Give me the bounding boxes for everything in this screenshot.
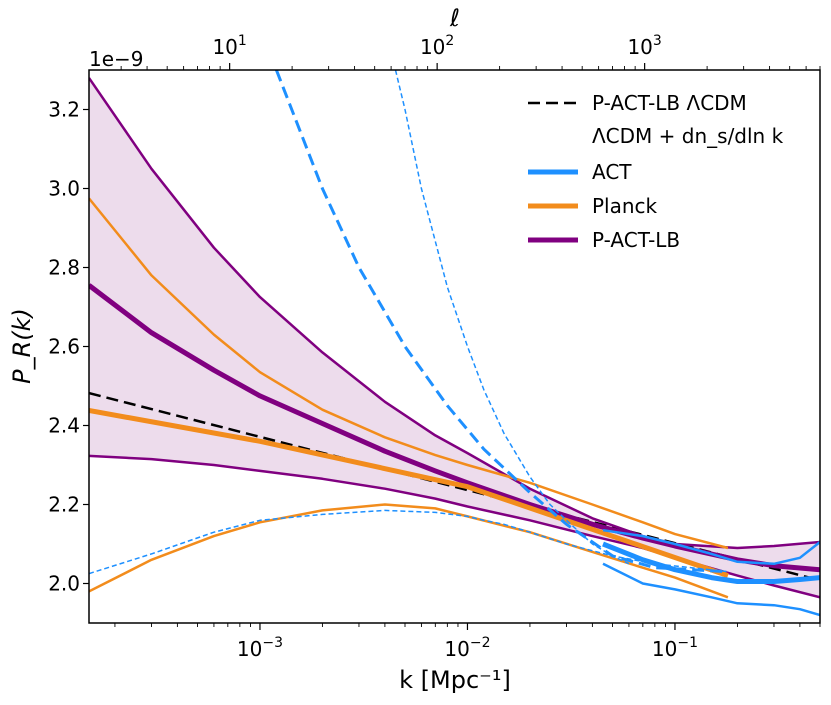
offset-text: 1e−9 [89, 47, 144, 71]
legend-label-running: ΛCDM + dn_s/dln k [592, 124, 784, 148]
y-tick-label: 2.4 [48, 414, 80, 438]
y-tick-label: 2.8 [48, 256, 80, 280]
pactlb-confidence-band [89, 77, 820, 598]
series-line-11 [89, 509, 728, 575]
series-line-7 [602, 541, 820, 584]
legend: P-ACT-LB ΛCDM ΛCDM + dn_s/dln k ACT Plan… [528, 91, 784, 252]
series-line-10 [275, 70, 728, 574]
y-axis-label: P_R(k) [8, 308, 36, 384]
legend-label-planck: Planck [592, 194, 658, 218]
series-line-5 [89, 197, 729, 550]
series-line-12 [394, 70, 630, 565]
series-line-9 [602, 562, 820, 617]
y-tick-label: 3.0 [48, 177, 80, 201]
top-tick-label: 102 [420, 33, 454, 59]
top-tick-label: 101 [212, 33, 246, 59]
series-line-6 [89, 503, 729, 599]
y-tick-label: 2.6 [48, 335, 80, 359]
series-line-2 [89, 77, 820, 550]
legend-label-pactlb-lcdm: P-ACT-LB ΛCDM [592, 91, 747, 115]
legend-label-pactlb: P-ACT-LB [592, 228, 680, 252]
x-axis-label: k [Mpc⁻¹] [399, 666, 511, 694]
series-line-4 [89, 408, 729, 578]
y-tick-label: 2.2 [48, 493, 80, 517]
x-tick-label: 10−2 [444, 635, 490, 661]
series-line-8 [602, 528, 820, 566]
y-tick-label: 3.2 [48, 98, 80, 122]
top-tick-label: 103 [627, 33, 661, 59]
x-tick-label: 10−3 [237, 635, 283, 661]
x-tick-label: 10−1 [652, 635, 698, 661]
top-x-axis-label: ℓ [449, 4, 460, 32]
y-tick-label: 2.0 [48, 572, 80, 596]
legend-label-act: ACT [592, 160, 632, 184]
